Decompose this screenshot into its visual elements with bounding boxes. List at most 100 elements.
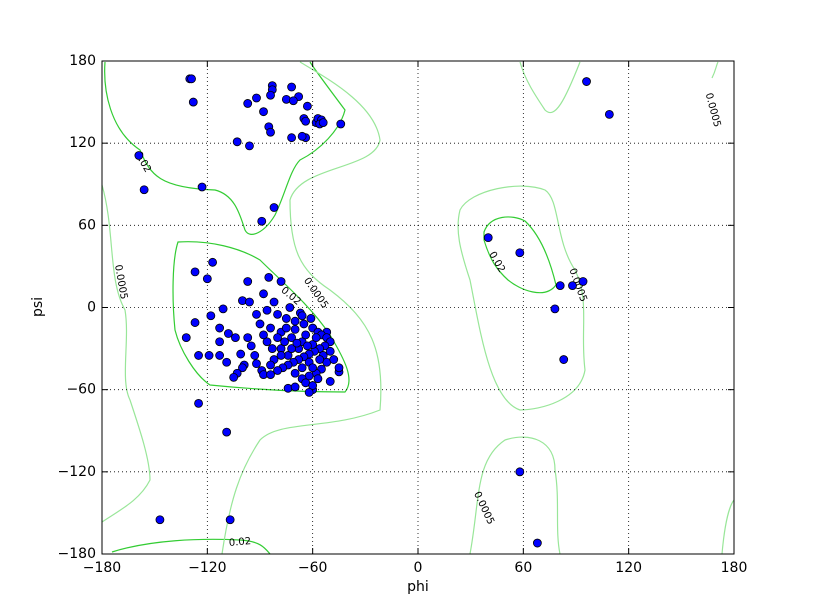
point <box>215 323 225 333</box>
point <box>232 137 242 147</box>
point <box>280 337 289 347</box>
x-tick-label: −120 <box>188 560 226 576</box>
point <box>194 398 203 408</box>
point <box>283 383 293 393</box>
point <box>134 151 144 160</box>
point <box>515 248 525 258</box>
point <box>301 116 311 126</box>
point <box>483 233 493 243</box>
contour-line <box>172 241 350 393</box>
point <box>311 333 321 343</box>
point <box>325 377 335 386</box>
point <box>243 333 253 343</box>
point <box>290 382 300 392</box>
point <box>276 351 286 360</box>
point <box>578 277 588 286</box>
point <box>304 388 314 397</box>
point <box>287 333 297 343</box>
point <box>301 330 311 340</box>
point <box>329 355 339 364</box>
point <box>257 216 267 226</box>
point <box>231 333 240 343</box>
point <box>267 344 277 353</box>
point <box>287 344 297 353</box>
point <box>287 133 297 143</box>
point <box>238 296 247 306</box>
contour-label: 0.02 <box>228 536 251 549</box>
point <box>255 319 265 329</box>
x-axis-label: phi <box>407 579 429 595</box>
point <box>190 318 200 327</box>
point <box>155 515 165 525</box>
point <box>266 323 275 333</box>
point <box>302 101 312 111</box>
point <box>288 96 298 106</box>
point <box>555 281 565 290</box>
point <box>202 274 212 284</box>
point <box>297 131 307 141</box>
point <box>208 257 218 267</box>
point <box>269 297 279 307</box>
x-tick-label: −60 <box>298 560 328 576</box>
point <box>225 515 235 525</box>
contour-label: 0.0005 <box>112 264 129 300</box>
contour-line <box>469 436 561 555</box>
point <box>245 297 254 307</box>
point <box>287 82 297 92</box>
point <box>290 316 300 326</box>
point <box>238 363 247 373</box>
point <box>223 329 233 338</box>
contour-line <box>457 185 586 411</box>
contour-line <box>519 61 581 113</box>
point <box>281 314 291 323</box>
point <box>259 107 268 117</box>
point <box>266 90 275 100</box>
point <box>515 467 525 477</box>
point <box>318 118 328 128</box>
point <box>206 311 216 321</box>
y-tick-label: 0 <box>87 300 96 316</box>
point <box>243 277 253 286</box>
point <box>604 110 614 119</box>
point <box>290 325 300 334</box>
point <box>290 368 300 378</box>
point <box>215 337 225 347</box>
point <box>139 185 149 195</box>
point <box>281 94 291 104</box>
point <box>266 370 275 380</box>
y-tick-label: −180 <box>58 546 96 562</box>
point <box>197 182 207 192</box>
point <box>246 341 256 351</box>
point <box>306 314 316 323</box>
point <box>281 323 291 333</box>
point <box>582 77 591 86</box>
point <box>297 363 307 373</box>
point <box>266 127 275 137</box>
point <box>262 305 272 315</box>
point <box>222 427 232 437</box>
point <box>568 281 577 290</box>
point <box>273 366 282 375</box>
contour-line <box>221 61 382 555</box>
y-tick-label: 60 <box>78 217 96 233</box>
x-tick-label: 120 <box>615 560 642 576</box>
point <box>229 372 239 382</box>
point <box>215 351 225 360</box>
point <box>259 289 268 299</box>
point <box>204 351 214 360</box>
x-tick-label: 0 <box>414 560 423 576</box>
point <box>273 333 282 343</box>
point <box>325 346 335 356</box>
point <box>299 319 309 329</box>
point <box>190 267 200 277</box>
contour-label: 0.02 <box>486 250 507 275</box>
point <box>262 337 272 347</box>
x-tick-label: 180 <box>721 560 748 576</box>
point <box>550 304 560 314</box>
point <box>218 304 228 314</box>
x-tick-label: −180 <box>83 560 121 576</box>
contour-lines: 0.02 0.02 0.02 0.02 0.0005 0.0005 0.0005… <box>101 61 735 555</box>
y-axis-label: psi <box>30 297 46 317</box>
point <box>252 93 261 103</box>
